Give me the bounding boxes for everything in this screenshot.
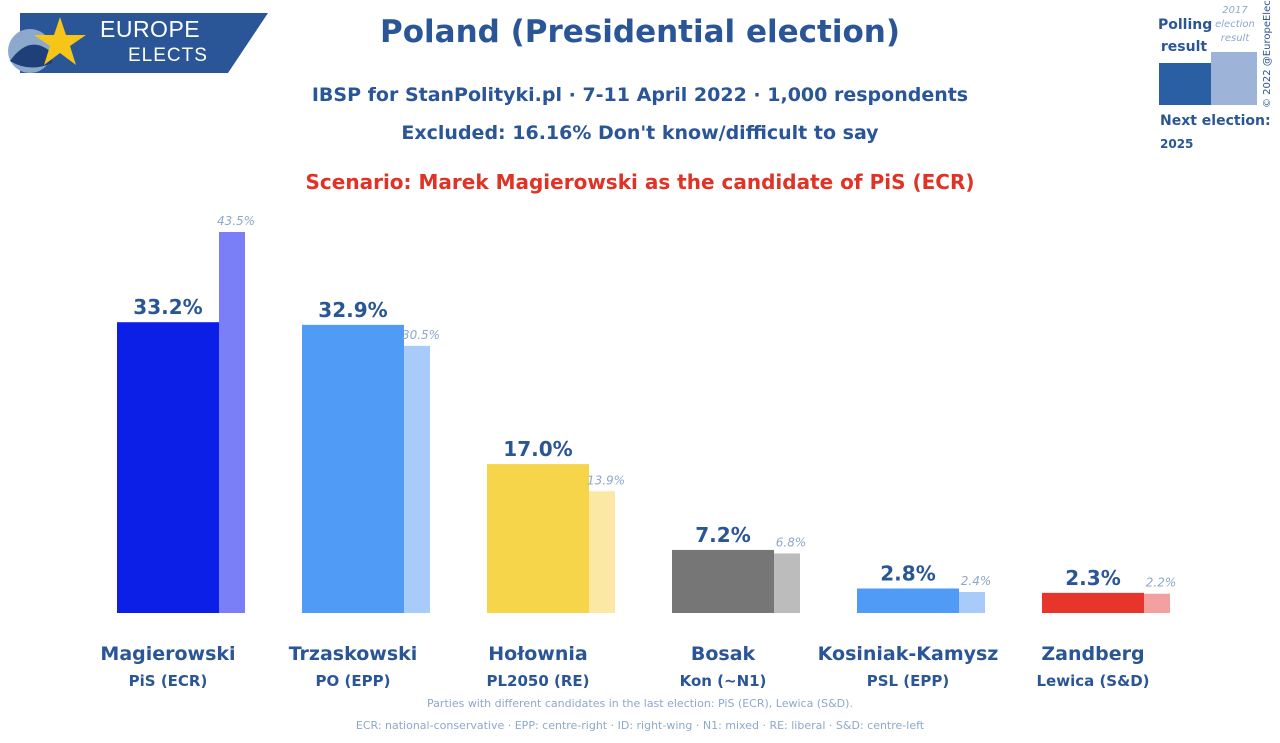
candidate-name-4: Kosiniak-Kamysz [818,643,999,665]
scenario-note: Scenario: Marek Magierowski as the candi… [305,170,975,194]
value-label-previous-2: 13.9% [587,473,625,487]
legend-previous-label: 2017 election result [1212,4,1258,46]
legend-polling-label: Polling result [1158,14,1213,58]
bar-previous-4 [959,591,985,613]
bar-previous-2 [589,491,615,613]
value-label-polling-3: 7.2% [695,523,750,547]
legend-polling-line2: result [1160,39,1208,55]
value-label-previous-1: 30.5% [402,328,440,342]
candidate-party-0: PiS (ECR) [129,672,208,690]
candidate-party-4: PSL (EPP) [867,672,950,690]
footnote-groups: ECR: national-conservative · EPP: centre… [355,719,925,732]
value-label-polling-2: 17.0% [503,437,572,461]
europe-elects-logo [8,13,268,73]
candidate-name-0: Magierowski [100,643,235,665]
bar-polling-5 [1042,592,1144,613]
value-label-polling-4: 2.8% [880,561,935,585]
chart-subtitle: IBSP for StanPolityki.pl · 7-11 April 20… [311,84,969,106]
candidate-name-5: Zandberg [1041,643,1144,665]
logo-star-icon [34,17,86,65]
candidate-party-5: Lewica (S&D) [1036,672,1149,690]
value-label-polling-5: 2.3% [1065,566,1120,590]
value-label-previous-4: 2.4% [961,574,992,588]
legend-prev-line2: election [1215,19,1255,30]
bar-previous-1 [404,345,430,613]
candidate-name-2: Hołownia [488,643,587,665]
value-label-previous-3: 6.8% [776,535,807,549]
value-label-polling-1: 32.9% [318,298,387,322]
excluded-note: Excluded: 16.16% Don't know/difficult to… [401,122,879,144]
bar-polling-3 [672,549,774,613]
bar-previous-3 [774,553,800,613]
logo-text-elects: ELECTS [128,45,208,66]
bar-polling-0 [117,322,219,613]
next-election-year: 2025 [1160,137,1194,151]
bar-polling-2 [487,464,589,613]
candidate-party-3: Kon (~N1) [680,672,767,690]
legend-prev-line3: result [1220,33,1250,44]
chart-title: Poland (Presidential election) [380,14,900,50]
bar-previous-5 [1144,593,1170,613]
value-label-previous-0: 43.5% [217,214,255,228]
footnote-candidates: Parties with different candidates in the… [427,697,853,710]
bar-polling-4 [857,588,959,613]
bar-polling-1 [302,324,404,613]
legend-polling-line1: Polling [1158,17,1213,33]
value-label-polling-0: 33.2% [133,295,202,319]
bar-previous-0 [219,232,245,613]
logo-text-europe: EUROPE [100,16,201,42]
candidate-name-1: Trzaskowski [289,643,418,665]
value-label-previous-5: 2.2% [1146,576,1177,590]
legend-prev-line1: 2017 [1222,5,1248,16]
candidate-name-3: Bosak [691,643,756,665]
legend-previous-swatch [1211,52,1257,105]
legend-polling-swatch [1159,63,1211,105]
candidate-party-2: PL2050 (RE) [486,672,589,690]
candidate-party-1: PO (EPP) [316,672,391,690]
next-election-label: Next election: [1160,113,1271,129]
